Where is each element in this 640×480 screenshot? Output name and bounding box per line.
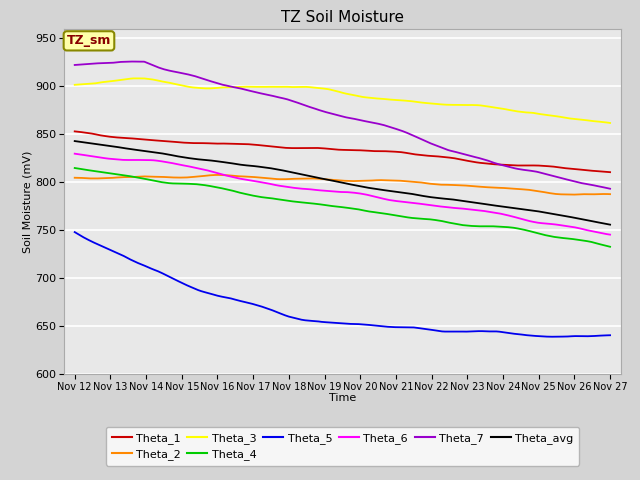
Theta_1 — [334, 147, 342, 153]
Theta_6 — [211, 170, 219, 176]
Theta_5 — [606, 332, 614, 338]
Theta_7 — [440, 145, 447, 151]
Theta_4 — [211, 184, 219, 190]
Theta_5 — [188, 285, 196, 290]
Theta_4 — [557, 235, 565, 241]
Theta_1 — [71, 129, 79, 134]
Theta_2 — [440, 182, 447, 188]
Theta_1 — [557, 165, 565, 170]
Line: Theta_6: Theta_6 — [75, 154, 610, 235]
Theta_3 — [558, 114, 566, 120]
Theta_5 — [211, 292, 219, 298]
Theta_2 — [188, 174, 196, 180]
X-axis label: Time: Time — [329, 394, 356, 403]
Theta_1 — [439, 154, 447, 160]
Theta_7 — [189, 73, 196, 79]
Theta_2 — [214, 172, 221, 178]
Theta_6 — [386, 197, 394, 203]
Theta_3 — [71, 82, 79, 88]
Theta_2 — [606, 191, 614, 197]
Theta_2 — [568, 192, 576, 197]
Theta_7 — [335, 113, 342, 119]
Theta_4 — [606, 244, 614, 250]
Title: TZ Soil Moisture: TZ Soil Moisture — [281, 10, 404, 25]
Theta_6 — [439, 204, 447, 210]
Theta_3 — [606, 120, 614, 126]
Theta_3 — [387, 97, 395, 103]
Theta_5 — [334, 320, 342, 326]
Theta_avg — [211, 158, 219, 164]
Theta_7 — [212, 80, 220, 86]
Theta_7 — [387, 124, 395, 130]
Theta_7 — [71, 62, 79, 68]
Theta_4 — [188, 181, 196, 187]
Theta_2 — [558, 192, 566, 197]
Theta_avg — [334, 179, 342, 185]
Theta_2 — [387, 178, 395, 183]
Theta_4 — [439, 218, 447, 224]
Theta_6 — [71, 151, 79, 156]
Theta_3 — [132, 75, 140, 81]
Line: Theta_5: Theta_5 — [75, 232, 610, 337]
Legend: Theta_1, Theta_2, Theta_3, Theta_4, Theta_5, Theta_6, Theta_7, Theta_avg: Theta_1, Theta_2, Theta_3, Theta_4, Thet… — [106, 427, 579, 466]
Theta_3 — [189, 84, 196, 90]
Theta_avg — [557, 213, 565, 218]
Theta_5 — [71, 229, 79, 235]
Line: Theta_3: Theta_3 — [75, 78, 610, 123]
Text: TZ_sm: TZ_sm — [67, 35, 111, 48]
Theta_6 — [557, 222, 565, 228]
Line: Theta_1: Theta_1 — [75, 132, 610, 172]
Line: Theta_2: Theta_2 — [75, 175, 610, 194]
Theta_6 — [606, 232, 614, 238]
Theta_2 — [335, 178, 342, 183]
Line: Theta_4: Theta_4 — [75, 168, 610, 247]
Theta_7 — [130, 59, 138, 64]
Theta_5 — [547, 334, 555, 340]
Theta_1 — [211, 141, 219, 146]
Theta_5 — [558, 334, 566, 339]
Theta_2 — [211, 172, 219, 178]
Theta_avg — [439, 196, 447, 202]
Y-axis label: Soil Moisture (mV): Soil Moisture (mV) — [22, 150, 33, 253]
Theta_avg — [386, 188, 394, 194]
Theta_1 — [188, 140, 196, 146]
Theta_4 — [334, 204, 342, 210]
Theta_7 — [606, 186, 614, 192]
Theta_1 — [386, 148, 394, 154]
Theta_5 — [386, 324, 394, 330]
Theta_avg — [188, 156, 196, 161]
Theta_6 — [188, 164, 196, 170]
Theta_6 — [334, 189, 342, 195]
Theta_5 — [439, 329, 447, 335]
Theta_4 — [71, 165, 79, 171]
Theta_avg — [606, 222, 614, 228]
Theta_1 — [606, 169, 614, 175]
Theta_3 — [335, 89, 342, 95]
Theta_2 — [71, 175, 79, 180]
Line: Theta_avg: Theta_avg — [75, 141, 610, 225]
Theta_4 — [386, 212, 394, 217]
Theta_7 — [558, 175, 566, 181]
Theta_avg — [71, 138, 79, 144]
Line: Theta_7: Theta_7 — [75, 61, 610, 189]
Theta_3 — [212, 85, 220, 91]
Theta_3 — [440, 102, 447, 108]
